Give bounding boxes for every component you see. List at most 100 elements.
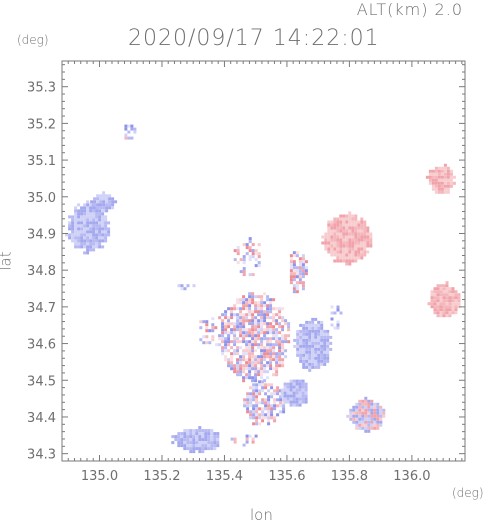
echo-pixel — [251, 340, 255, 344]
echo-pixel — [248, 246, 252, 250]
echo-pixel — [295, 260, 299, 264]
echo-pixel — [366, 229, 370, 233]
echo-pixel — [99, 194, 103, 198]
echo-pixel — [201, 450, 205, 454]
echo-pixel — [446, 187, 450, 191]
echo-pixel — [93, 197, 97, 201]
echo-pixel — [314, 362, 318, 366]
echo-pixel — [89, 236, 93, 240]
echo-pixel — [77, 209, 81, 213]
echo-pixel — [348, 220, 352, 224]
echo-pixel — [270, 386, 274, 390]
echo-pixel — [364, 411, 368, 415]
echo-pixel — [298, 266, 302, 270]
echo-pixel — [370, 423, 374, 427]
echo-pixel — [454, 305, 458, 309]
altitude-label: ALT(km) 2.0 — [356, 0, 463, 19]
echo-pixel — [92, 233, 96, 237]
echo-pixel — [320, 344, 324, 348]
echo-pixel — [210, 435, 214, 439]
echo-pixel — [345, 241, 349, 245]
echo-pixel — [284, 322, 288, 326]
echo-pixel — [364, 402, 368, 406]
echo-pixel — [192, 450, 196, 454]
echo-pixel — [299, 356, 303, 360]
echo-pixel — [366, 241, 370, 245]
echo-pixel — [355, 417, 359, 421]
echo-pixel — [257, 313, 261, 317]
echo-pixel — [292, 397, 296, 401]
echo-pixel — [286, 394, 290, 398]
echo-pixel — [248, 434, 252, 438]
echo-pixel — [442, 284, 446, 288]
echo-pixel — [86, 212, 90, 216]
echo-pixel — [239, 310, 243, 314]
echo-pixel — [366, 250, 370, 254]
echo-pixel — [304, 397, 308, 401]
echo-pixel — [363, 235, 367, 239]
echo-pixel — [189, 447, 193, 451]
echo-pixel — [68, 236, 72, 240]
echo-pixel — [255, 401, 259, 405]
echo-pixel — [326, 347, 330, 351]
echo-pixel — [230, 319, 234, 323]
echo-pixel — [339, 250, 343, 254]
echo-pixel — [224, 343, 228, 347]
echo-pixel — [245, 376, 249, 380]
echo-pixel — [351, 244, 355, 248]
echo-pixel — [326, 353, 330, 357]
echo-pixel — [298, 397, 302, 401]
echo-pixel — [287, 322, 291, 326]
echo-region — [65, 200, 111, 255]
echo-pixel — [254, 322, 258, 326]
echo-pixel — [111, 200, 115, 204]
echo-pixel — [442, 293, 446, 297]
echo-pixel — [357, 238, 361, 242]
echo-pixel — [236, 316, 240, 320]
echo-pixel — [326, 338, 330, 342]
echo-pixel — [351, 253, 355, 257]
echo-pixel — [281, 346, 285, 350]
y-tick-label: 34.9 — [27, 227, 56, 242]
echo-pixel — [230, 355, 234, 359]
echo-pixel — [252, 404, 256, 408]
echo-pixel — [308, 362, 312, 366]
echo-pixel — [333, 250, 337, 254]
echo-pixel — [248, 367, 252, 371]
echo-pixel — [308, 368, 312, 372]
echo-pixel — [317, 353, 321, 357]
echo-pixel — [376, 414, 380, 418]
echo-pixel — [272, 373, 276, 377]
echo-pixel — [296, 341, 300, 345]
echo-region — [215, 292, 291, 383]
echo-pixel — [314, 329, 318, 333]
echo-pixel — [243, 404, 247, 408]
echo-pixel — [211, 326, 215, 330]
echo-pixel — [83, 245, 87, 249]
echo-pixel — [245, 246, 249, 250]
echo-pixel — [266, 313, 270, 317]
echo-pixel — [239, 270, 243, 274]
echo-pixel — [269, 361, 273, 365]
echo-pixel — [83, 236, 87, 240]
echo-pixel — [299, 350, 303, 354]
echo-pixel — [86, 215, 90, 219]
echo-pixel — [358, 420, 362, 424]
echo-pixel — [363, 229, 367, 233]
echo-pixel — [252, 389, 256, 393]
echo-pixel — [186, 441, 190, 445]
echo-pixel — [186, 435, 190, 439]
echo-pixel — [86, 239, 90, 243]
echo-pixel — [204, 441, 208, 445]
echo-pixel — [364, 399, 368, 403]
echo-pixel — [301, 260, 305, 264]
echo-pixel — [92, 221, 96, 225]
echo-pixel — [279, 410, 283, 414]
echo-pixel — [339, 241, 343, 245]
echo-pixel — [80, 206, 84, 210]
echo-pixel — [373, 420, 377, 424]
echo-pixel — [236, 261, 240, 265]
echo-pixel — [263, 379, 267, 383]
echo-pixel — [327, 238, 331, 242]
echo-pixel — [292, 278, 296, 282]
